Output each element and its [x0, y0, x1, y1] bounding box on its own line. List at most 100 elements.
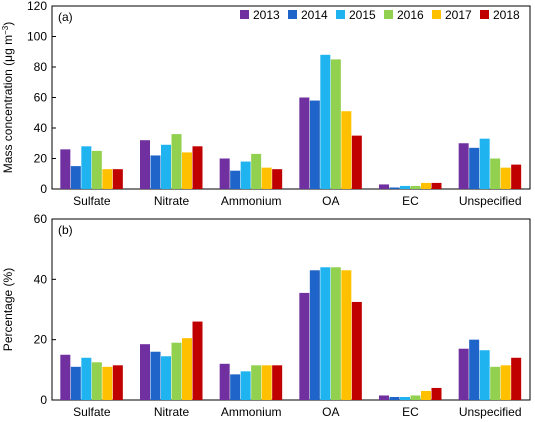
bar-nitrate-2014	[150, 351, 161, 400]
legend-label-2017: 2017	[445, 8, 472, 22]
bar-sulfate-2018	[112, 169, 123, 189]
bar-ec-2016	[410, 395, 421, 400]
bar-oa-2014	[309, 100, 320, 189]
bar-oa-2018	[351, 135, 362, 189]
bar-unspecified-2017	[500, 167, 511, 189]
category-label: Nitrate	[154, 405, 190, 419]
plot-frame	[51, 218, 531, 401]
category-label: Ammonium	[221, 405, 282, 419]
bar-ammonium-2018	[272, 169, 283, 189]
bar-nitrate-2016	[171, 342, 182, 400]
bar-oa-2017	[341, 111, 352, 189]
legend-label-2015: 2015	[349, 8, 376, 22]
y-tick-label: 20	[34, 152, 48, 166]
y-axis-label: Mass concentration (μg m−3)	[1, 22, 16, 173]
bar-nitrate-2017	[182, 338, 192, 400]
bar-ammonium-2015	[240, 371, 251, 400]
bar-nitrate-2017	[182, 152, 192, 189]
bar-sulfate-2017	[102, 169, 113, 189]
category-label: OA	[322, 194, 339, 208]
bar-nitrate-2013	[140, 140, 150, 189]
category-label: Sulfate	[73, 194, 111, 208]
plot-frame	[51, 5, 531, 190]
y-tick-label: 80	[34, 60, 48, 74]
bar-ammonium-2016	[251, 365, 262, 400]
bar-sulfate-2018	[112, 365, 123, 400]
bar-oa-2015	[320, 54, 331, 189]
bar-sulfate-2017	[102, 366, 113, 400]
bar-unspecified-2013	[458, 143, 469, 189]
y-tick-label: 40	[34, 121, 48, 135]
bar-nitrate-2013	[140, 344, 150, 400]
bar-unspecified-2014	[469, 339, 480, 400]
y-tick-label: 60	[34, 212, 48, 226]
bar-oa-2016	[330, 59, 341, 189]
chart-panel-2: 0 20 40 60 Percentage (%) (b) Sulfate Nitrate Am…	[1, 212, 531, 419]
legend-swatch-2015	[336, 10, 345, 19]
bar-sulfate-2013	[60, 354, 71, 400]
y-tick-label: 100	[27, 30, 47, 44]
bar-ammonium-2014	[230, 374, 241, 400]
bar-ec-2013	[379, 184, 389, 189]
bar-unspecified-2016	[490, 158, 501, 189]
legend-swatch-2017	[432, 10, 441, 19]
category-label: OA	[322, 405, 339, 419]
bar-oa-2013	[299, 97, 310, 189]
bar-sulfate-2015	[81, 357, 92, 400]
y-axis-label: Percentage (%)	[1, 268, 15, 351]
bar-nitrate-2016	[171, 134, 182, 189]
bar-ec-2017	[421, 390, 431, 400]
bar-unspecified-2015	[479, 350, 490, 400]
bar-ec-2018	[431, 387, 442, 400]
bar-unspecified-2014	[469, 147, 480, 189]
bar-ammonium-2016	[251, 153, 262, 189]
panel-label: (a)	[58, 10, 73, 24]
legend-swatch-2013	[240, 10, 249, 19]
bar-ammonium-2018	[272, 365, 283, 400]
y-tick-label: 20	[34, 333, 48, 347]
y-tick-label: 120	[27, 0, 47, 13]
bar-oa-2017	[341, 270, 352, 400]
bar-unspecified-2018	[511, 164, 522, 189]
bar-oa-2018	[351, 301, 362, 400]
bar-ammonium-2013	[219, 363, 230, 400]
bar-unspecified-2017	[500, 365, 511, 400]
category-label: EC	[402, 405, 419, 419]
y-axis-label-end: )	[1, 22, 15, 26]
panel-label: (b)	[58, 223, 73, 237]
legend-swatch-2016	[384, 10, 393, 19]
bar-ec-2013	[379, 395, 389, 400]
bar-oa-2014	[309, 270, 320, 400]
legend-swatch-2018	[480, 10, 489, 19]
bar-ec-2014	[389, 396, 400, 400]
category-label: EC	[402, 194, 419, 208]
bar-unspecified-2018	[511, 357, 522, 400]
legend-swatch-2014	[288, 10, 297, 19]
bar-unspecified-2015	[479, 138, 490, 189]
category-label: Ammonium	[221, 194, 282, 208]
legend-label-2013: 2013	[253, 8, 280, 22]
bar-unspecified-2016	[490, 366, 501, 400]
category-label: Sulfate	[73, 405, 111, 419]
bar-sulfate-2014	[70, 166, 81, 189]
y-tick-label: 0	[40, 393, 47, 407]
bar-sulfate-2014	[70, 366, 81, 400]
bar-ec-2018	[431, 182, 442, 189]
chart-panel-1: 0 20 40 60 80 100 120 Mass concentration (μg m−…	[1, 0, 531, 208]
y-tick-label: 60	[34, 91, 48, 105]
y-axis-label-superscript: −3	[1, 25, 10, 35]
bar-ammonium-2017	[261, 365, 272, 400]
bar-nitrate-2014	[150, 155, 161, 189]
bar-ammonium-2015	[240, 161, 251, 189]
category-label: Unspecified	[459, 405, 522, 419]
bar-nitrate-2018	[192, 146, 203, 189]
y-axis-label-main: Mass concentration (μg m	[1, 35, 15, 173]
y-tick-label: 0	[40, 182, 47, 196]
bar-ammonium-2013	[219, 158, 230, 189]
category-label: Nitrate	[154, 194, 190, 208]
bar-sulfate-2016	[91, 362, 102, 400]
y-tick-label: 40	[34, 272, 48, 286]
bar-oa-2015	[320, 267, 331, 400]
bar-ec-2015	[400, 185, 410, 189]
